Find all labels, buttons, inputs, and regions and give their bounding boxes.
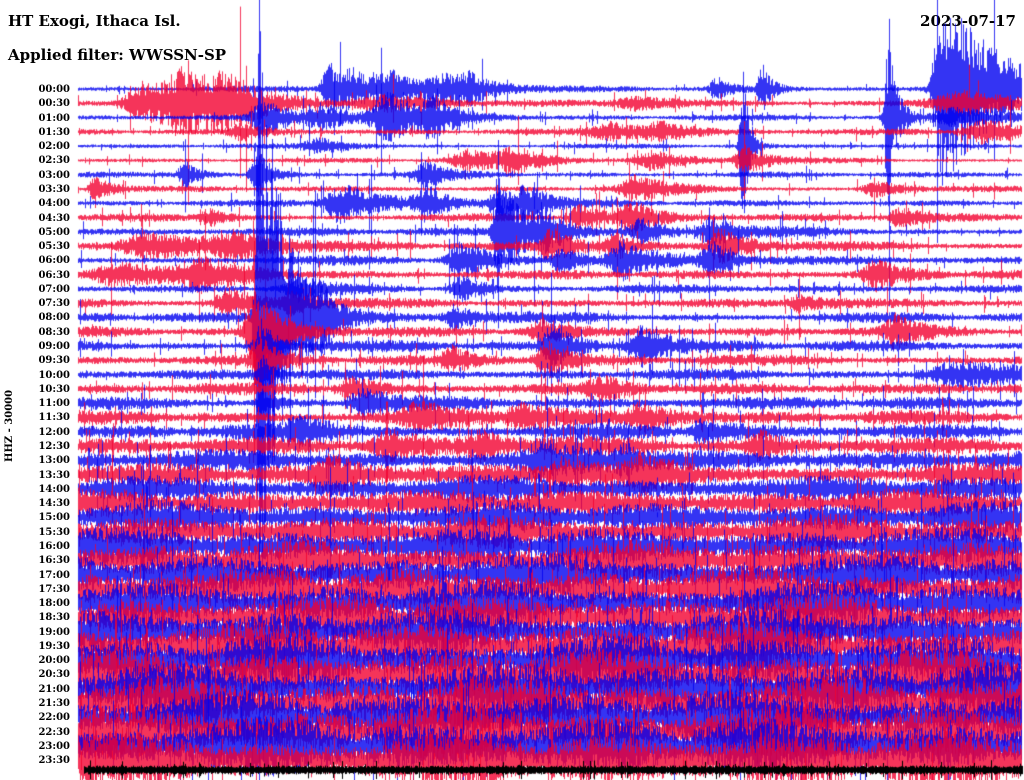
time-label: 18:30 bbox=[38, 612, 70, 624]
time-label: 12:30 bbox=[38, 441, 70, 452]
time-label: 22:30 bbox=[38, 726, 70, 738]
time-label: 13:30 bbox=[38, 469, 70, 481]
time-label: 03:00 bbox=[38, 169, 70, 181]
time-label: 22:00 bbox=[38, 712, 70, 724]
time-label: 23:30 bbox=[38, 755, 70, 767]
time-label: 11:00 bbox=[38, 398, 70, 410]
time-label: 02:00 bbox=[38, 141, 70, 153]
time-label: 07:00 bbox=[38, 283, 70, 295]
time-label: 19:30 bbox=[38, 640, 70, 652]
time-label: 04:30 bbox=[38, 212, 70, 224]
time-label: 19:00 bbox=[38, 626, 70, 638]
time-label: 08:00 bbox=[38, 312, 70, 324]
time-label: 11:30 bbox=[38, 412, 70, 424]
time-label: 09:30 bbox=[38, 355, 70, 367]
time-label: 01:30 bbox=[38, 126, 70, 138]
time-label: 01:00 bbox=[38, 112, 70, 124]
time-label: 06:00 bbox=[38, 255, 70, 267]
time-label: 14:30 bbox=[38, 498, 70, 510]
time-label: 17:00 bbox=[38, 569, 70, 581]
time-label: 04:00 bbox=[38, 198, 70, 210]
time-label: 00:00 bbox=[38, 84, 70, 95]
time-label: 02:30 bbox=[38, 155, 70, 167]
time-label: 20:00 bbox=[38, 655, 70, 667]
time-label: 17:30 bbox=[38, 583, 70, 595]
time-label: 09:00 bbox=[38, 341, 70, 353]
time-label: 21:30 bbox=[38, 698, 70, 710]
time-label: 07:30 bbox=[38, 298, 70, 310]
time-label: 10:00 bbox=[38, 369, 70, 381]
time-label: 05:00 bbox=[38, 226, 70, 238]
time-label: 03:30 bbox=[38, 183, 70, 195]
time-label: 13:00 bbox=[38, 455, 70, 467]
time-label: 16:00 bbox=[38, 540, 70, 552]
time-label: 06:30 bbox=[38, 269, 70, 281]
time-label: 10:30 bbox=[38, 383, 70, 395]
time-label: 05:30 bbox=[38, 241, 70, 253]
time-label: 23:00 bbox=[38, 740, 70, 752]
time-label: 21:00 bbox=[38, 683, 70, 695]
time-label: 16:30 bbox=[38, 555, 70, 567]
time-label: 14:00 bbox=[38, 483, 70, 495]
time-label: 00:30 bbox=[38, 98, 70, 110]
time-label: 15:30 bbox=[38, 526, 70, 538]
time-label: 12:00 bbox=[38, 426, 70, 438]
time-label: 18:00 bbox=[38, 598, 70, 610]
time-label: 15:00 bbox=[38, 512, 70, 524]
time-label: 20:30 bbox=[38, 669, 70, 681]
time-label: 08:30 bbox=[38, 326, 70, 338]
